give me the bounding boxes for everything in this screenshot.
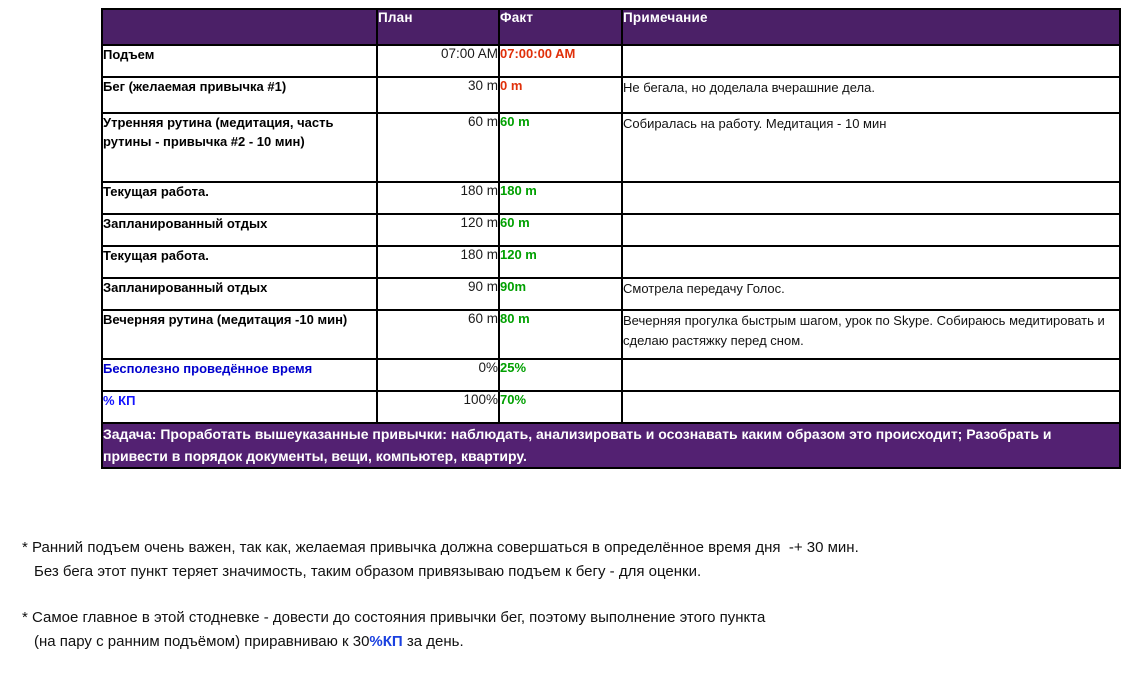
row-note-value (621, 390, 1121, 424)
footnote-block-2: * Самое главное в этой стодневке - довес… (22, 606, 1102, 654)
row-note-value: Вечерняя прогулка быстрым шагом, урок по… (621, 309, 1121, 360)
column-header-plan: План (376, 8, 500, 46)
row-task-label: Запланированный отдых (101, 277, 378, 311)
row-task-label: Текущая работа. (101, 245, 378, 279)
table-row: Подъем 07:00 AM 07:00:00 AM (101, 44, 1121, 78)
row-note-value (621, 181, 1121, 215)
table-row: Запланированный отдых 90 m 90m Смотрела … (101, 277, 1121, 311)
footnote-2-kp-highlight: %КП (369, 633, 403, 650)
row-plan-value: 90 m (376, 277, 500, 311)
row-plan-value: 180 m (376, 245, 500, 279)
row-task-label: Вечерняя рутина (медитация -10 мин) (101, 309, 378, 360)
table-row: Вечерняя рутина (медитация -10 мин) 60 m… (101, 309, 1121, 360)
row-fact-value: 07:00:00 AM (498, 44, 623, 78)
footer-band-row: Задача: Проработать вышеуказанные привыч… (101, 421, 1121, 470)
table-header: План Факт Примечание (101, 8, 1121, 46)
row-plan-value: 100% (376, 390, 500, 424)
row-task-label: Подъем (101, 44, 378, 78)
table-row: Утренняя рутина (медитация, часть рутины… (101, 112, 1121, 183)
table-row: Текущая работа. 180 m 180 m (101, 181, 1121, 215)
row-note-value: Смотрела передачу Голос. (621, 277, 1121, 311)
row-plan-value: 30 m (376, 76, 500, 114)
daily-plan-table: План Факт Примечание Подъем 07:00 AM 07:… (101, 8, 1121, 470)
row-task-label: Текущая работа. (101, 181, 378, 215)
row-plan-value: 60 m (376, 309, 500, 360)
column-header-fact: Факт (498, 8, 623, 46)
footnote-2-text-before: (на пару с ранним подъёмом) приравниваю … (34, 633, 370, 650)
row-task-label: Бесполезно проведённое время (101, 358, 378, 392)
row-note-value (621, 245, 1121, 279)
column-header-task (101, 8, 378, 46)
footnote-1-line-2: Без бега этот пункт теряет значимость, т… (34, 563, 702, 580)
row-fact-value: 80 m (498, 309, 623, 360)
row-task-label: Бег (желаемая привычка #1) (101, 76, 378, 114)
footnote-2-text-after: за день. (402, 633, 464, 650)
header-row: План Факт Примечание (101, 8, 1121, 46)
table-body: Подъем 07:00 AM 07:00:00 AM Бег (желаема… (101, 44, 1121, 470)
row-task-label: Запланированный отдых (101, 213, 378, 247)
schedule-table-wrapper: План Факт Примечание Подъем 07:00 AM 07:… (101, 8, 1121, 470)
row-task-label: Утренняя рутина (медитация, часть рутины… (101, 112, 378, 183)
row-note-value: Собиралась на работу. Медитация - 10 мин (621, 112, 1121, 183)
row-fact-value: 60 m (498, 112, 623, 183)
footnotes-section: * Ранний подъем очень важен, так как, же… (22, 536, 1102, 673)
table-row: Запланированный отдых 120 m 60 m (101, 213, 1121, 247)
row-fact-value: 70% (498, 390, 623, 424)
row-plan-value: 180 m (376, 181, 500, 215)
row-fact-value: 120 m (498, 245, 623, 279)
table-row: Бег (желаемая привычка #1) 30 m 0 m Не б… (101, 76, 1121, 114)
row-note-value (621, 358, 1121, 392)
row-note-value: Не бегала, но доделала вчерашние дела. (621, 76, 1121, 114)
row-fact-value: 180 m (498, 181, 623, 215)
footnote-block-1: * Ранний подъем очень важен, так как, же… (22, 536, 1102, 584)
task-summary-band: Задача: Проработать вышеуказанные привыч… (101, 421, 1121, 470)
row-fact-value: 25% (498, 358, 623, 392)
row-plan-value: 0% (376, 358, 500, 392)
footnote-2-line-1: * Самое главное в этой стодневке - довес… (22, 609, 766, 626)
row-plan-value: 120 m (376, 213, 500, 247)
row-task-label: % КП (101, 390, 378, 424)
table-row: Текущая работа. 180 m 120 m (101, 245, 1121, 279)
row-fact-value: 90m (498, 277, 623, 311)
footnote-2-line-2: (на пару с ранним подъёмом) приравниваю … (22, 630, 1102, 654)
footnote-1-line-1: * Ранний подъем очень важен, так как, же… (22, 539, 859, 556)
row-note-value (621, 213, 1121, 247)
column-header-note: Примечание (621, 8, 1121, 46)
row-plan-value: 60 m (376, 112, 500, 183)
row-fact-value: 60 m (498, 213, 623, 247)
table-row: Бесполезно проведённое время 0% 25% (101, 358, 1121, 392)
table-row: % КП 100% 70% (101, 390, 1121, 424)
row-fact-value: 0 m (498, 76, 623, 114)
row-plan-value: 07:00 AM (376, 44, 500, 78)
row-note-value (621, 44, 1121, 78)
